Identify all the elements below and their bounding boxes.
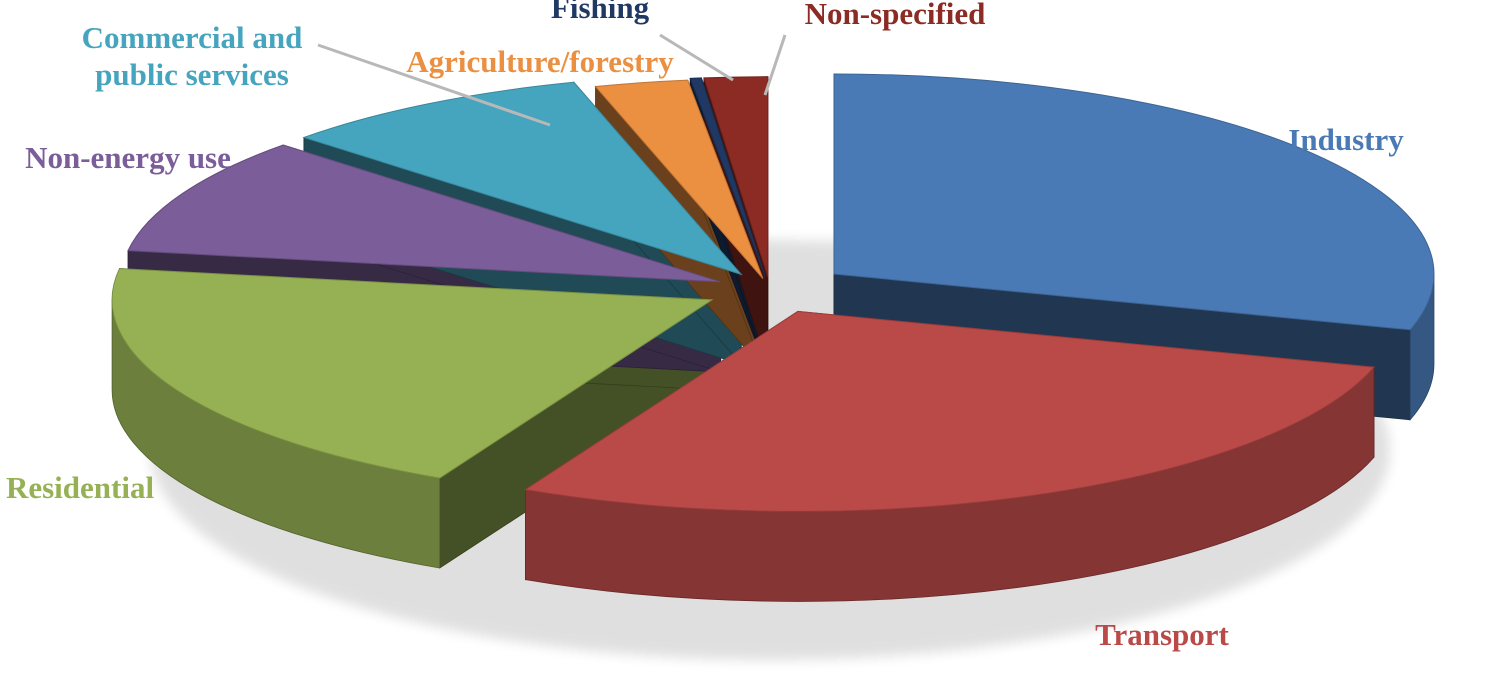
leader-line (317, 43, 551, 127)
slice-commercial-and-public-services (302, 81, 743, 276)
slice-top-commercial-and-public-services (302, 81, 743, 276)
label-industry: Industry (1288, 122, 1404, 157)
slice-top-fishing (689, 77, 766, 277)
label-residential: Residential (6, 470, 155, 505)
slice-top-non-specified (703, 76, 769, 277)
slice-top-residential (111, 268, 714, 479)
slice-industry (833, 73, 1435, 331)
slice-fishing (689, 77, 766, 277)
slice-top-industry (833, 73, 1435, 331)
label-commercial-and-public-services: Commercial and public services (82, 20, 303, 92)
slice-top-agriculture-forestry (594, 79, 764, 279)
slice-top-non-energy-use (127, 144, 721, 283)
leader-line (763, 34, 787, 96)
slice-non-energy-use (127, 144, 721, 283)
slice-residential (111, 268, 714, 479)
label-non-energy-use: Non-energy use (25, 140, 231, 175)
label-agriculture-forestry: Agriculture/forestry (406, 44, 674, 79)
slice-agriculture-forestry (594, 79, 764, 279)
slice-top-transport (524, 310, 1375, 512)
label-transport: Transport (1095, 617, 1229, 652)
leader-line (659, 33, 734, 82)
slice-non-specified (703, 76, 769, 277)
slice-transport (524, 310, 1375, 512)
label-fishing: Fishing (551, 0, 650, 25)
label-non-specified: Non-specified (805, 0, 986, 31)
